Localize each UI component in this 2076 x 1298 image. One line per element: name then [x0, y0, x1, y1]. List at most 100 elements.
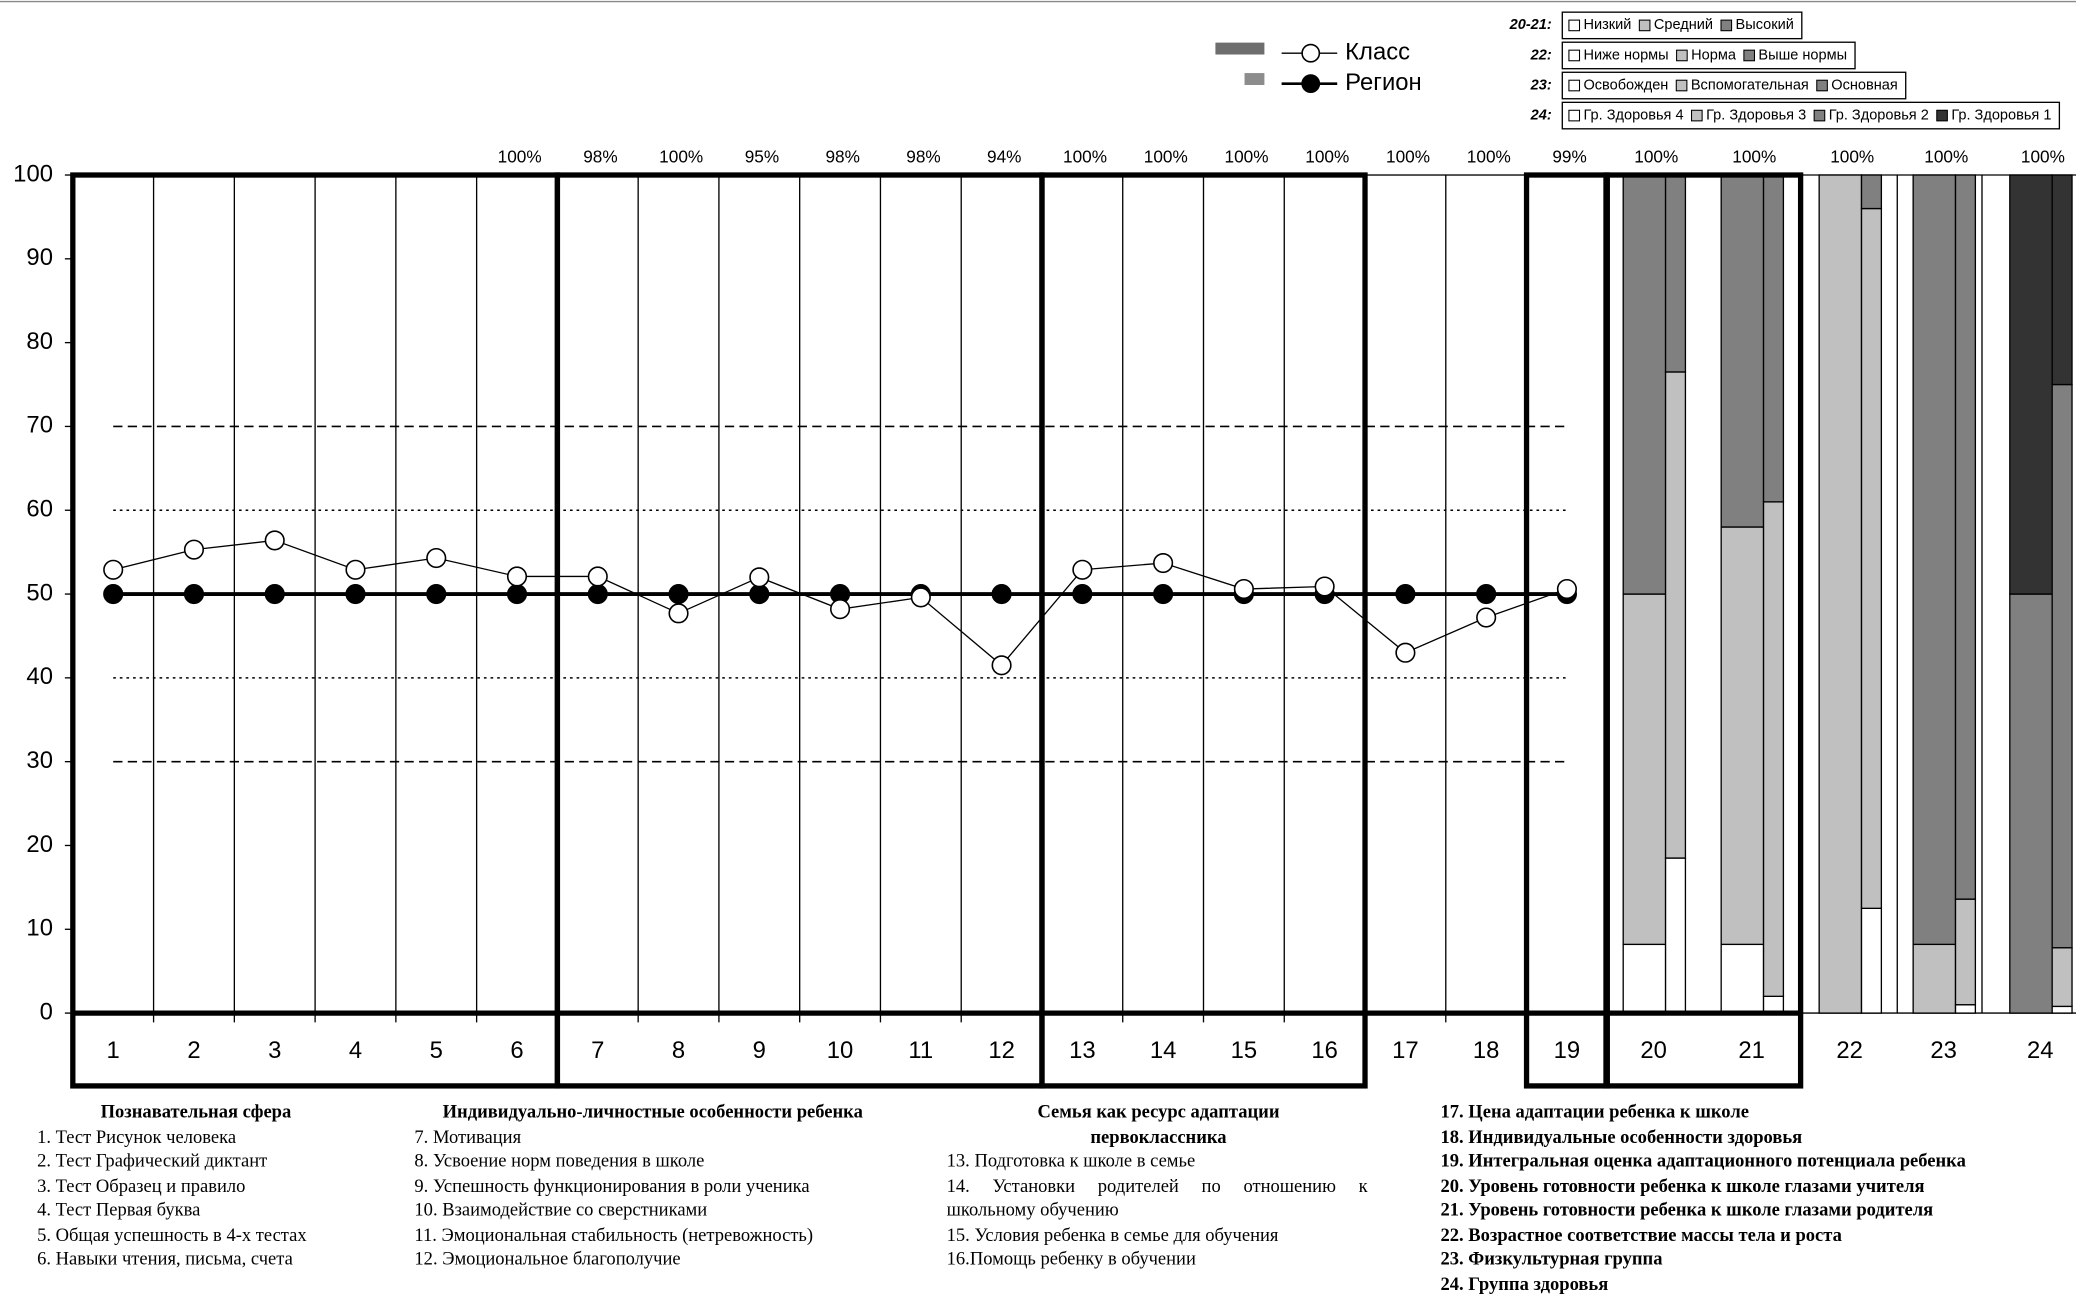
x-tick-label: 12	[988, 1037, 1015, 1064]
stack-segment	[1912, 174, 1957, 946]
coverage-label: 100%	[1467, 146, 1511, 166]
stack-segment	[1954, 898, 1977, 1006]
coverage-label: 100%	[1063, 146, 1107, 166]
x-tick-label: 1	[107, 1037, 120, 1064]
stack-segment	[1664, 371, 1687, 859]
note-item: 1. Тест Рисунок человека	[37, 1127, 237, 1148]
x-tick-label: 16	[1311, 1037, 1338, 1064]
note-item: 3. Тест Образец и правило	[37, 1176, 246, 1197]
series-marker	[668, 583, 689, 605]
stack-legend-box	[1561, 71, 1907, 100]
stack-segment	[1860, 207, 1883, 909]
note-item: 14. Установки родителей по отношению к ш…	[946, 1176, 1368, 1221]
y-tick-label: 0	[40, 998, 53, 1025]
series-marker	[506, 566, 528, 587]
stack-segment	[1954, 174, 1977, 900]
coverage-label: 98%	[825, 146, 859, 166]
x-tick-label: 19	[1554, 1037, 1581, 1064]
stack-legend-box	[1561, 11, 1803, 40]
y-tick-label: 40	[26, 663, 53, 690]
legend-marker	[1301, 74, 1321, 94]
stack-legend-swatch	[1568, 49, 1581, 62]
stack-legend-item: Гр. Здоровья 2	[1829, 107, 1929, 123]
x-tick-label: 20	[1640, 1037, 1667, 1064]
stack-legend-swatch	[1691, 109, 1703, 122]
x-tick-label: 24	[2027, 1037, 2054, 1064]
note-item: 2. Тест Графический диктант	[37, 1152, 268, 1172]
series-marker	[749, 567, 770, 588]
series-marker	[587, 583, 608, 605]
coverage-label: 95%	[745, 146, 779, 166]
series-marker	[183, 539, 205, 560]
stack-segment	[2009, 593, 2053, 1014]
stack-legend-swatch	[1675, 79, 1688, 92]
x-tick-label: 10	[827, 1037, 854, 1064]
stack-segment	[2051, 174, 2073, 386]
coverage-label: 100%	[1830, 146, 1874, 166]
coverage-label: 100%	[1225, 146, 1269, 166]
note-item: 18. Индивидуальные особенности здоровья	[1440, 1127, 1803, 1148]
x-tick-label: 2	[187, 1037, 200, 1064]
series-marker	[345, 583, 366, 605]
stack-legend-item: Освобожден	[1583, 77, 1668, 93]
note-item: 10. Взаимодействие со сверстниками	[414, 1201, 708, 1221]
series-marker	[103, 583, 124, 605]
series-marker	[1072, 559, 1093, 580]
note-item: 23. Физкультурная группа	[1440, 1250, 1663, 1270]
stack-legend-item: Гр. Здоровья 3	[1706, 107, 1806, 123]
x-tick-label: 9	[753, 1037, 766, 1064]
x-tick-label: 18	[1473, 1037, 1500, 1064]
stack-segment	[1720, 526, 1765, 946]
stack-legend-swatch	[1816, 79, 1828, 92]
series-marker	[1314, 576, 1335, 597]
stack-legend-label: 22:	[1530, 47, 1552, 63]
note-item: 4. Тест Первая буква	[37, 1201, 201, 1221]
y-tick-label: 10	[26, 915, 53, 942]
stack-legend-box	[1561, 41, 1856, 70]
coverage-label: 100%	[1924, 146, 1968, 166]
series-marker	[1072, 583, 1093, 605]
series-marker	[1395, 642, 1416, 663]
note-item: 17. Цена адаптации ребенка к школе	[1440, 1103, 1749, 1123]
series-marker	[264, 583, 285, 605]
note-item: 20. Уровень готовности ребенка к школе г…	[1440, 1176, 1925, 1197]
x-tick-label: 17	[1392, 1037, 1419, 1064]
coverage-label: 100%	[1732, 146, 1776, 166]
stack-legend-swatch	[1638, 19, 1651, 32]
stack-segment	[1622, 593, 1667, 946]
legend-label: Регион	[1345, 69, 1422, 96]
x-tick-label: 7	[591, 1037, 604, 1064]
stack-segment	[1664, 174, 1687, 373]
x-tick-label: 15	[1231, 1037, 1258, 1064]
stack-legend-swatch	[1743, 49, 1756, 62]
stack-segment	[1720, 943, 1765, 1014]
note-column: Семья как ресурс адаптации первоклассник…	[947, 1102, 1368, 1273]
series-marker	[426, 583, 447, 605]
note-item: 9. Успешность функционирования в роли уч…	[414, 1176, 810, 1197]
y-tick-label: 60	[26, 496, 53, 523]
legend-bar-swatch	[1215, 42, 1265, 55]
stack-legend-item: Вспомогательная	[1691, 77, 1809, 93]
stack-segment	[1664, 857, 1687, 1014]
stack-legend-item: Низкий	[1583, 17, 1631, 33]
note-item: 8. Усвоение норм поведения в школе	[414, 1152, 705, 1172]
stack-legend-swatch	[1936, 109, 1948, 122]
legend-bar-swatch	[1244, 73, 1265, 85]
coverage-label: 100%	[1144, 146, 1188, 166]
legend-label: Класс	[1345, 39, 1410, 66]
stack-segment	[2051, 1005, 2073, 1014]
x-tick-label: 6	[510, 1037, 523, 1064]
series-marker	[991, 655, 1012, 676]
stack-legend-swatch	[1568, 19, 1581, 32]
x-tick-label: 14	[1150, 1037, 1177, 1064]
coverage-label: 100%	[1305, 146, 1349, 166]
coverage-label: 100%	[1386, 146, 1430, 166]
series-marker	[749, 583, 770, 605]
stack-legend-item: Высокий	[1736, 17, 1794, 33]
group-frame	[1039, 172, 1368, 1089]
note-item: 15. Условия ребенка в семье для обучения	[946, 1225, 1279, 1246]
stack-segment	[1912, 943, 1957, 1014]
coverage-label: 100%	[2021, 146, 2065, 166]
series-marker	[991, 583, 1012, 605]
x-tick-label: 8	[672, 1037, 685, 1064]
